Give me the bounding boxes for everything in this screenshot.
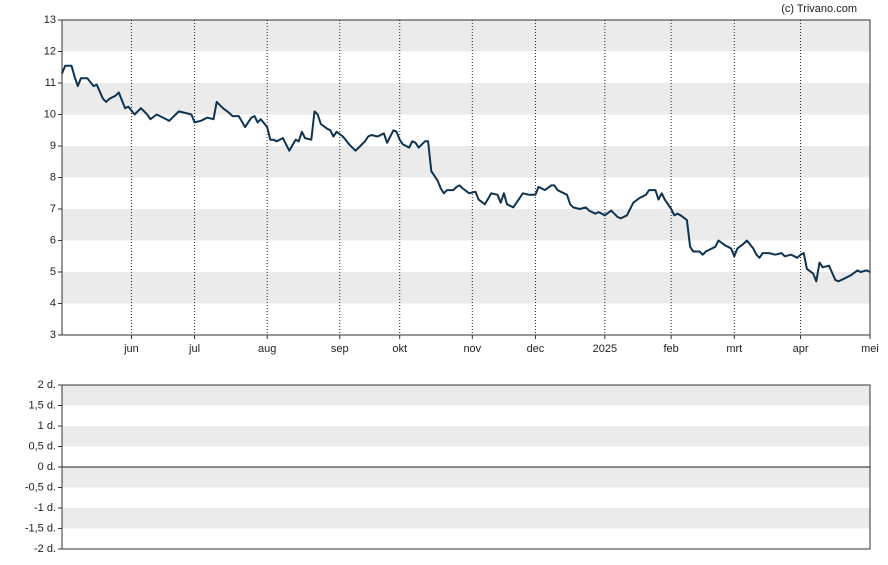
- y-tick-label: 11: [45, 77, 56, 89]
- band: [62, 20, 870, 52]
- band: [62, 487, 870, 508]
- x-tick-label: feb: [664, 343, 679, 355]
- band: [62, 508, 870, 529]
- y-tick-label: -1,5 d.: [25, 522, 56, 534]
- y-tick-label: 9: [50, 140, 56, 152]
- band: [62, 209, 870, 241]
- x-tick-label: jul: [188, 343, 200, 355]
- x-tick-label: mei: [861, 343, 879, 355]
- x-tick-label: dec: [527, 343, 545, 355]
- x-tick-label: sep: [331, 343, 349, 355]
- y-tick-label: 7: [50, 203, 56, 215]
- y-tick-label: 8: [50, 171, 56, 183]
- credit: (c) Trivano.com: [781, 3, 857, 15]
- band: [62, 114, 870, 146]
- y-tick-label: -2 d.: [34, 543, 56, 555]
- y-tick-label: 0,5 d.: [28, 440, 56, 452]
- plot-frame: [61, 19, 871, 336]
- band: [62, 385, 870, 406]
- y-tick-label: 13: [44, 14, 56, 26]
- band: [62, 83, 870, 115]
- y-tick-label: 1,5 d.: [28, 399, 56, 411]
- x-tick-label: nov: [463, 343, 481, 355]
- band: [62, 528, 870, 549]
- plot-frame: [61, 384, 871, 550]
- band: [62, 303, 870, 335]
- band: [62, 146, 870, 178]
- band: [62, 426, 870, 447]
- x-tick-label: jun: [123, 343, 139, 355]
- x-tick-label: okt: [392, 343, 407, 355]
- y-tick-label: -1 d.: [34, 502, 56, 514]
- band: [62, 467, 870, 488]
- y-tick-label: 12: [44, 45, 56, 57]
- y-tick-label: 2 d.: [38, 379, 56, 391]
- x-tick-label: aug: [258, 343, 276, 355]
- x-tick-label: 2025: [593, 343, 617, 355]
- band: [62, 446, 870, 467]
- y-tick-label: 6: [50, 234, 56, 246]
- y-tick-label: 1 d.: [38, 420, 56, 432]
- y-tick-label: 5: [50, 266, 56, 278]
- band: [62, 272, 870, 304]
- band: [62, 240, 870, 272]
- band: [62, 51, 870, 83]
- price-line: [61, 64, 871, 283]
- y-tick-label: 0 d.: [38, 461, 56, 473]
- y-tick-label: 10: [44, 108, 56, 120]
- x-tick-label: mrt: [726, 343, 742, 355]
- x-tick-label: apr: [793, 343, 809, 355]
- band: [62, 405, 870, 426]
- band: [62, 177, 870, 209]
- y-tick-label: 3: [50, 329, 56, 341]
- y-tick-label: 4: [50, 297, 56, 309]
- y-tick-label: -0,5 d.: [25, 481, 56, 493]
